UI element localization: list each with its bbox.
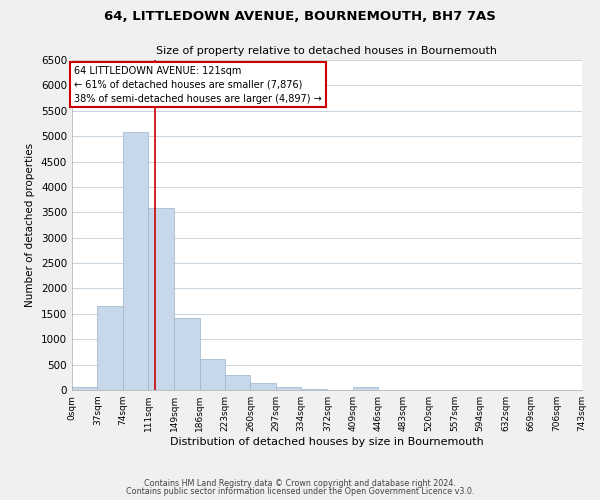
Bar: [97, 306, 123, 390]
Bar: [174, 318, 200, 390]
Text: Contains HM Land Registry data © Crown copyright and database right 2024.: Contains HM Land Registry data © Crown c…: [144, 478, 456, 488]
Bar: [123, 132, 148, 390]
Text: Contains public sector information licensed under the Open Government Licence v3: Contains public sector information licen…: [126, 487, 474, 496]
Bar: [353, 388, 378, 390]
Text: 64 LITTLEDOWN AVENUE: 121sqm
← 61% of detached houses are smaller (7,876)
38% of: 64 LITTLEDOWN AVENUE: 121sqm ← 61% of de…: [74, 66, 322, 104]
Bar: [276, 388, 301, 390]
Bar: [225, 375, 250, 390]
Text: 64, LITTLEDOWN AVENUE, BOURNEMOUTH, BH7 7AS: 64, LITTLEDOWN AVENUE, BOURNEMOUTH, BH7 …: [104, 10, 496, 23]
Bar: [148, 208, 173, 390]
Bar: [200, 359, 225, 390]
Bar: [72, 388, 97, 390]
X-axis label: Distribution of detached houses by size in Bournemouth: Distribution of detached houses by size …: [170, 437, 484, 447]
Y-axis label: Number of detached properties: Number of detached properties: [25, 143, 35, 307]
Bar: [250, 383, 276, 390]
Title: Size of property relative to detached houses in Bournemouth: Size of property relative to detached ho…: [157, 46, 497, 56]
